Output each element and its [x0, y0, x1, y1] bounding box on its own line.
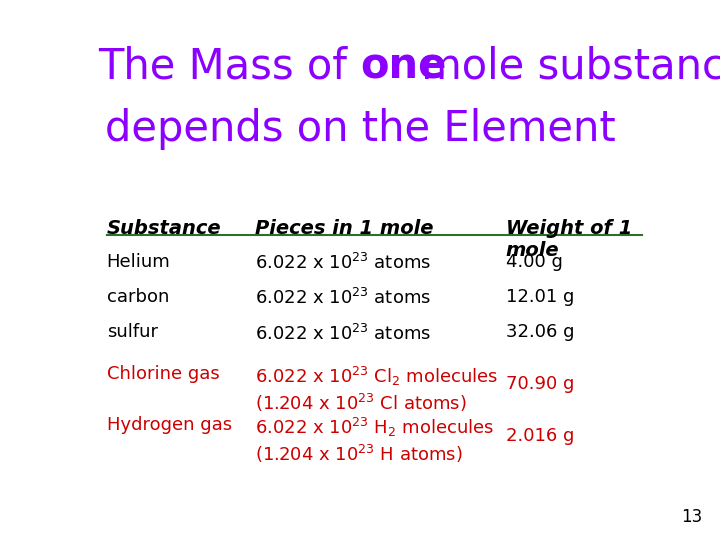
Text: Pieces in 1 mole: Pieces in 1 mole [255, 219, 433, 238]
Text: Helium: Helium [107, 253, 171, 271]
Text: depends on the Element: depends on the Element [104, 108, 616, 150]
Text: mole substance: mole substance [408, 46, 720, 88]
Text: 6.022 x 10$^{23}$ atoms: 6.022 x 10$^{23}$ atoms [255, 323, 431, 343]
Text: Hydrogen gas: Hydrogen gas [107, 416, 232, 434]
Text: one: one [360, 46, 446, 88]
Text: 2.016 g: 2.016 g [505, 427, 574, 444]
Text: carbon: carbon [107, 288, 169, 306]
Text: 6.022 x 10$^{23}$ atoms: 6.022 x 10$^{23}$ atoms [255, 253, 431, 273]
Text: The Mass of: The Mass of [98, 46, 360, 88]
Text: 6.022 x 10$^{23}$ Cl$_2$ molecules
(1.204 x 10$^{23}$ Cl atoms): 6.022 x 10$^{23}$ Cl$_2$ molecules (1.20… [255, 365, 498, 414]
Text: sulfur: sulfur [107, 323, 158, 341]
Text: 70.90 g: 70.90 g [505, 375, 574, 394]
Text: Substance: Substance [107, 219, 221, 238]
Text: 13: 13 [680, 509, 702, 526]
Text: 12.01 g: 12.01 g [505, 288, 574, 306]
Text: Chlorine gas: Chlorine gas [107, 365, 220, 383]
Text: 32.06 g: 32.06 g [505, 323, 575, 341]
Text: 6.022 x 10$^{23}$ atoms: 6.022 x 10$^{23}$ atoms [255, 288, 431, 308]
Text: 6.022 x 10$^{23}$ H$_2$ molecules
(1.204 x 10$^{23}$ H atoms): 6.022 x 10$^{23}$ H$_2$ molecules (1.204… [255, 416, 494, 465]
Text: Weight of 1
mole: Weight of 1 mole [505, 219, 632, 260]
Text: 4.00 g: 4.00 g [505, 253, 562, 271]
